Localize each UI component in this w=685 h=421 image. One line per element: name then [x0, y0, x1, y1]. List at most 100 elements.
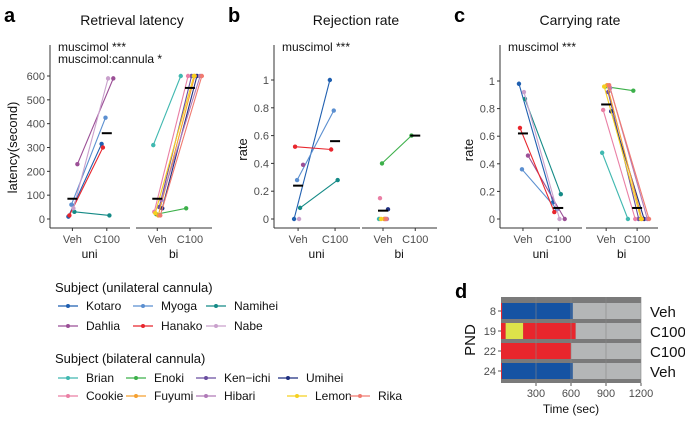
series-rika — [158, 73, 205, 218]
data-point — [300, 162, 306, 167]
chart-title: Rejection rate — [313, 12, 400, 28]
x-tick-label: C100 — [402, 234, 428, 246]
legend-point — [66, 376, 70, 380]
panel-label: a — [4, 5, 16, 27]
y-tick-label: 100 — [27, 190, 45, 202]
y-tick-label: 0.4 — [480, 159, 495, 171]
data-point — [67, 213, 72, 218]
series-lemon — [153, 73, 197, 216]
timeline-row-pnd-24: 24 Veh — [484, 363, 676, 381]
data-point — [328, 147, 334, 152]
y-tick-label: 0.6 — [254, 131, 269, 143]
timeline-row-pnd-19: 19 C100 — [484, 323, 685, 341]
legend-point — [141, 304, 145, 308]
series-rika — [606, 82, 652, 222]
series-line — [602, 109, 636, 220]
legend-item-hibari: Hibari — [196, 389, 255, 403]
legend-label: Myoga — [161, 299, 197, 313]
segment-red — [501, 323, 506, 339]
y-tick-label: 0 — [489, 214, 495, 226]
series-line — [603, 86, 642, 220]
series-line — [296, 110, 335, 181]
legend-item-enoki: Enoki — [126, 371, 184, 385]
series-line — [159, 75, 203, 216]
segment-grey — [572, 303, 641, 319]
y-axis-label: latency(second) — [5, 102, 20, 194]
legend-item-rika: Rika — [350, 389, 402, 403]
legend-item-brian: Brian — [58, 371, 114, 385]
segment-grey — [572, 363, 641, 379]
pnd-label: 19 — [484, 326, 496, 338]
series-line — [524, 98, 562, 195]
segment-blue — [502, 303, 573, 319]
x-tick-label: C100 — [322, 234, 348, 246]
facet-label: bi — [169, 247, 178, 261]
legend-label: Nabe — [234, 319, 263, 333]
y-tick-label: 400 — [27, 119, 45, 131]
series-line — [608, 84, 650, 220]
y-tick-label: 0.6 — [480, 131, 495, 143]
data-point — [378, 216, 384, 222]
y-tick-label: 0 — [39, 214, 45, 226]
series-line — [154, 75, 195, 214]
legend-point — [214, 304, 218, 308]
series-line — [381, 135, 412, 164]
data-point — [516, 81, 522, 86]
series-myoga — [294, 108, 336, 183]
legend-item-lemon: Lemon — [287, 389, 352, 403]
legend-item-kotaro: Kotaro — [58, 299, 122, 313]
data-point — [377, 195, 383, 201]
data-point — [625, 216, 631, 222]
legend-label: Brian — [86, 371, 114, 385]
x-tick-label: 300 — [527, 388, 545, 400]
series-myoga — [69, 115, 108, 207]
data-point — [525, 153, 531, 158]
series-kotaro — [291, 77, 333, 222]
segment-red — [523, 323, 576, 339]
data-point — [383, 216, 389, 222]
series-line — [518, 83, 554, 203]
legend-point — [66, 394, 70, 398]
series-line — [72, 78, 109, 209]
series-line — [521, 168, 558, 210]
condition-label: Veh — [650, 364, 676, 381]
pnd-label: 8 — [490, 306, 496, 318]
series-line — [606, 85, 643, 220]
legend-item-myoga: Myoga — [133, 299, 197, 313]
legend-point — [286, 376, 290, 380]
significance-annotation: muscimol *** — [282, 40, 350, 54]
series-line — [293, 79, 331, 220]
x-tick-label: C100 — [545, 234, 571, 246]
data-point — [291, 216, 297, 222]
y-tick-label: 0.2 — [254, 186, 269, 198]
series-brian — [151, 73, 183, 148]
legend-label: Enoki — [154, 371, 184, 385]
significance-annotation: muscimol *** — [508, 40, 576, 54]
series-cookie — [377, 195, 383, 201]
data-point — [562, 216, 567, 222]
legend-point — [214, 324, 218, 328]
series-line — [74, 211, 110, 216]
y-tick-label: 1 — [489, 76, 495, 88]
series-cookie — [152, 73, 191, 215]
data-point — [72, 209, 77, 215]
legend-label: Fuyumi — [154, 389, 193, 403]
legend-label: Hibari — [224, 389, 255, 403]
data-point — [71, 206, 76, 211]
series-line — [67, 143, 103, 217]
series-nabe — [296, 216, 302, 222]
data-point — [297, 205, 303, 211]
data-point — [331, 108, 336, 113]
series-line — [299, 179, 338, 209]
data-point — [517, 125, 523, 131]
x-tick-label: 600 — [562, 388, 580, 400]
data-point — [185, 73, 191, 79]
legend-label: Ken−ichi — [224, 371, 270, 385]
series-line — [601, 152, 629, 220]
chart-title: Carrying rate — [540, 12, 621, 28]
series-brian — [599, 150, 631, 222]
